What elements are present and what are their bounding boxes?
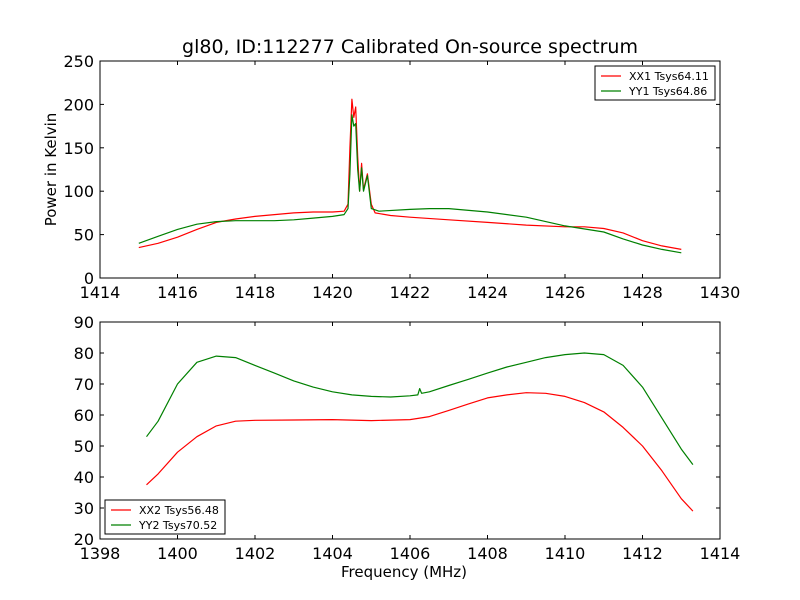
x-tick-label: 1406 [390,544,431,563]
legend-box [594,65,716,101]
legend-label: YY2 Tsys70.52 [138,519,217,532]
x-tick-label: 1424 [467,283,508,302]
x-tick-label: 1410 [545,544,586,563]
y-tick-label: 50 [74,226,94,245]
x-tick-label: 1414 [700,544,741,563]
x-tick-label: 1414 [80,283,121,302]
x-tick-label: 1404 [312,544,353,563]
x-tick-label: 1408 [467,544,508,563]
series-line-2 [138,114,682,254]
x-tick-label: 1400 [157,544,198,563]
y-tick-label: 250 [63,52,94,71]
x-tick-label: 1398 [80,544,121,563]
y-tick-label: 100 [63,182,94,201]
legend-label: YY1 Tsys64.86 [628,85,707,98]
figure-title: gl80, ID:112277 Calibrated On-source spe… [182,36,638,58]
legend-box [104,499,226,535]
y-tick-label: 200 [63,95,94,114]
x-tick-label: 1422 [390,283,431,302]
y-tick-label: 50 [74,437,94,456]
top-spectrum-plot: 1414 1416 1418 1420 1422 1424 1426 1428 1430 0 50 1… [42,52,740,302]
y-tick-label: 30 [74,499,94,518]
bottom-spectrum-plot: 1398 1400 1402 1404 1406 1408 1410 1412 1414 20 30… [74,313,741,581]
x-tick-label: 1426 [545,283,586,302]
x-tick-label: 1416 [157,283,198,302]
legend-label: XX2 Tsys56.48 [139,504,219,517]
y-tick-label: 60 [74,406,94,425]
y-tick-label: 150 [63,139,94,158]
y-tick-label: 70 [74,375,94,394]
series-line-1 [146,392,694,512]
y-tick-label: 0 [84,269,94,288]
x-tick-label: 1418 [235,283,276,302]
y-tick-label: 20 [74,530,94,549]
y-tick-label: 40 [74,468,94,487]
x-tick-label: 1430 [700,283,741,302]
x-tick-label: 1420 [312,283,353,302]
series-line-2 [146,352,694,465]
x-tick-label: 1402 [235,544,276,563]
x-tick-label: 1412 [622,544,663,563]
x-tick-label: 1428 [622,283,663,302]
y-tick-label: 80 [74,344,94,363]
x-axis-label: Frequency (MHz) [341,563,467,581]
y-axis-label: Power in Kelvin [42,113,60,227]
legend-label: XX1 Tsys64.11 [629,70,709,83]
y-tick-label: 90 [74,313,94,332]
